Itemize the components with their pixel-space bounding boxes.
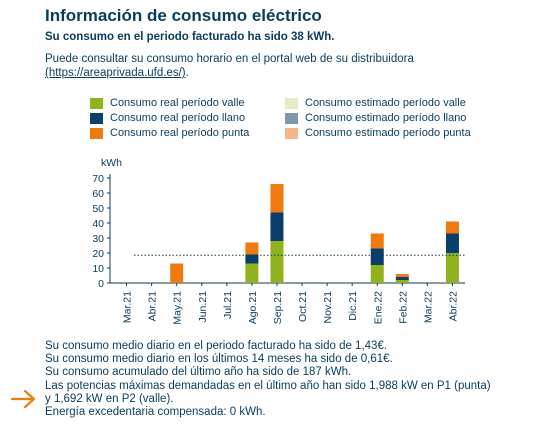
intro-paragraph: Puede consultar su consumo horario en el… bbox=[45, 52, 465, 80]
note-line: y 1,692 kW en P2 (valle). bbox=[45, 392, 174, 405]
legend-item-estimado-llano: Consumo estimado período llano bbox=[285, 112, 466, 124]
legend-swatch bbox=[90, 127, 103, 139]
x-tick-label: Mar.21 bbox=[122, 291, 134, 323]
bar-segment bbox=[395, 277, 409, 280]
legend-label: Consumo estimado período valle bbox=[305, 97, 466, 109]
legend-swatch bbox=[285, 127, 298, 139]
y-tick-label: 10 bbox=[92, 263, 104, 275]
x-tick-label: May.21 bbox=[172, 291, 184, 325]
legend-item-estimado-punta: Consumo estimado período punta bbox=[285, 127, 471, 139]
legend-label: Consumo estimado período punta bbox=[305, 127, 471, 139]
arrow-right-icon bbox=[10, 389, 36, 409]
billing-consumption-summary: Su consumo en el periodo facturado ha si… bbox=[45, 31, 335, 43]
legend-label: Consumo real período valle bbox=[110, 97, 245, 109]
bar-segment bbox=[245, 242, 259, 255]
x-tick-label: Feb.22 bbox=[397, 291, 409, 324]
legend-label: Consumo real período punta bbox=[110, 127, 250, 139]
distributor-portal-link[interactable]: (https://areaprivada.ufd.es/) bbox=[45, 67, 186, 79]
x-tick-label: Ene.22 bbox=[372, 291, 384, 324]
consumption-notes: Su consumo medio diario en el periodo fa… bbox=[45, 340, 491, 419]
x-tick-label: Dic.21 bbox=[347, 291, 359, 321]
legend-item-real-llano: Consumo real período llano bbox=[90, 112, 245, 124]
bar-segment bbox=[370, 233, 384, 249]
bar-segment bbox=[395, 280, 409, 283]
legend-label: Consumo real período llano bbox=[110, 112, 246, 124]
bar-segment bbox=[270, 184, 284, 213]
bar-segment bbox=[445, 253, 459, 283]
intro-end: . bbox=[185, 67, 189, 79]
y-tick-label: 40 bbox=[92, 218, 104, 230]
y-tick-label: 0 bbox=[98, 278, 104, 290]
note-line: Su consumo acumulado del último año ha s… bbox=[45, 366, 352, 379]
intro-text: Puede consultar su consumo horario en el… bbox=[45, 53, 414, 65]
bar-segment bbox=[245, 263, 259, 283]
x-tick-label: Jun.21 bbox=[197, 291, 209, 323]
y-tick-label: 50 bbox=[92, 203, 104, 215]
legend-item-real-punta: Consumo real período punta bbox=[90, 127, 249, 139]
bar-segment bbox=[395, 274, 409, 277]
consumption-bar-chart: kWh 0 10 20 30 40 50 60 70 Mar.21 Abr.21 May.21 Jun.… bbox=[92, 157, 465, 325]
x-tick-label: Sep.21 bbox=[272, 291, 284, 324]
y-tick-label: 60 bbox=[92, 188, 104, 200]
bar-segment bbox=[270, 241, 284, 283]
x-tick-label: Oct.21 bbox=[297, 291, 309, 322]
bar-segment bbox=[170, 263, 184, 283]
note-line: Su consumo medio diario en los últimos 1… bbox=[45, 353, 393, 366]
y-tick-label: 70 bbox=[92, 173, 104, 185]
legend-item-real-valle: Consumo real período valle bbox=[90, 97, 245, 109]
note-line: Las potencias máximas demandadas en el ú… bbox=[45, 379, 491, 392]
legend-swatch bbox=[90, 112, 103, 124]
page-title: Información de consumo eléctrico bbox=[45, 6, 322, 25]
y-tick-label: 20 bbox=[92, 248, 104, 260]
bar-segment bbox=[245, 254, 259, 264]
bar-segment bbox=[370, 248, 384, 265]
bar-segment bbox=[445, 233, 459, 253]
x-tick-label: Abr.21 bbox=[147, 291, 159, 322]
y-axis-unit-label: kWh bbox=[101, 157, 122, 169]
legend-item-estimado-valle: Consumo estimado período valle bbox=[285, 97, 466, 109]
bar-segment bbox=[270, 212, 284, 241]
note-line: Su consumo medio diario en el periodo fa… bbox=[45, 340, 388, 352]
y-tick-label: 30 bbox=[92, 233, 104, 245]
x-tick-label: Mar.22 bbox=[422, 291, 434, 323]
legend-swatch bbox=[90, 97, 103, 109]
x-tick-label: Nov.21 bbox=[322, 291, 334, 324]
bar-segment bbox=[445, 221, 459, 234]
legend-swatch bbox=[285, 97, 298, 109]
x-tick-label: Abr.22 bbox=[447, 291, 459, 322]
bar-segment bbox=[370, 265, 384, 283]
x-tick-label: Jul.21 bbox=[222, 291, 234, 319]
legend-swatch bbox=[285, 112, 298, 124]
legend-label: Consumo estimado período llano bbox=[305, 112, 467, 124]
x-tick-label: Ago.21 bbox=[247, 291, 259, 324]
note-line: Energía excedentaria compensada: 0 kWh. bbox=[45, 406, 266, 419]
